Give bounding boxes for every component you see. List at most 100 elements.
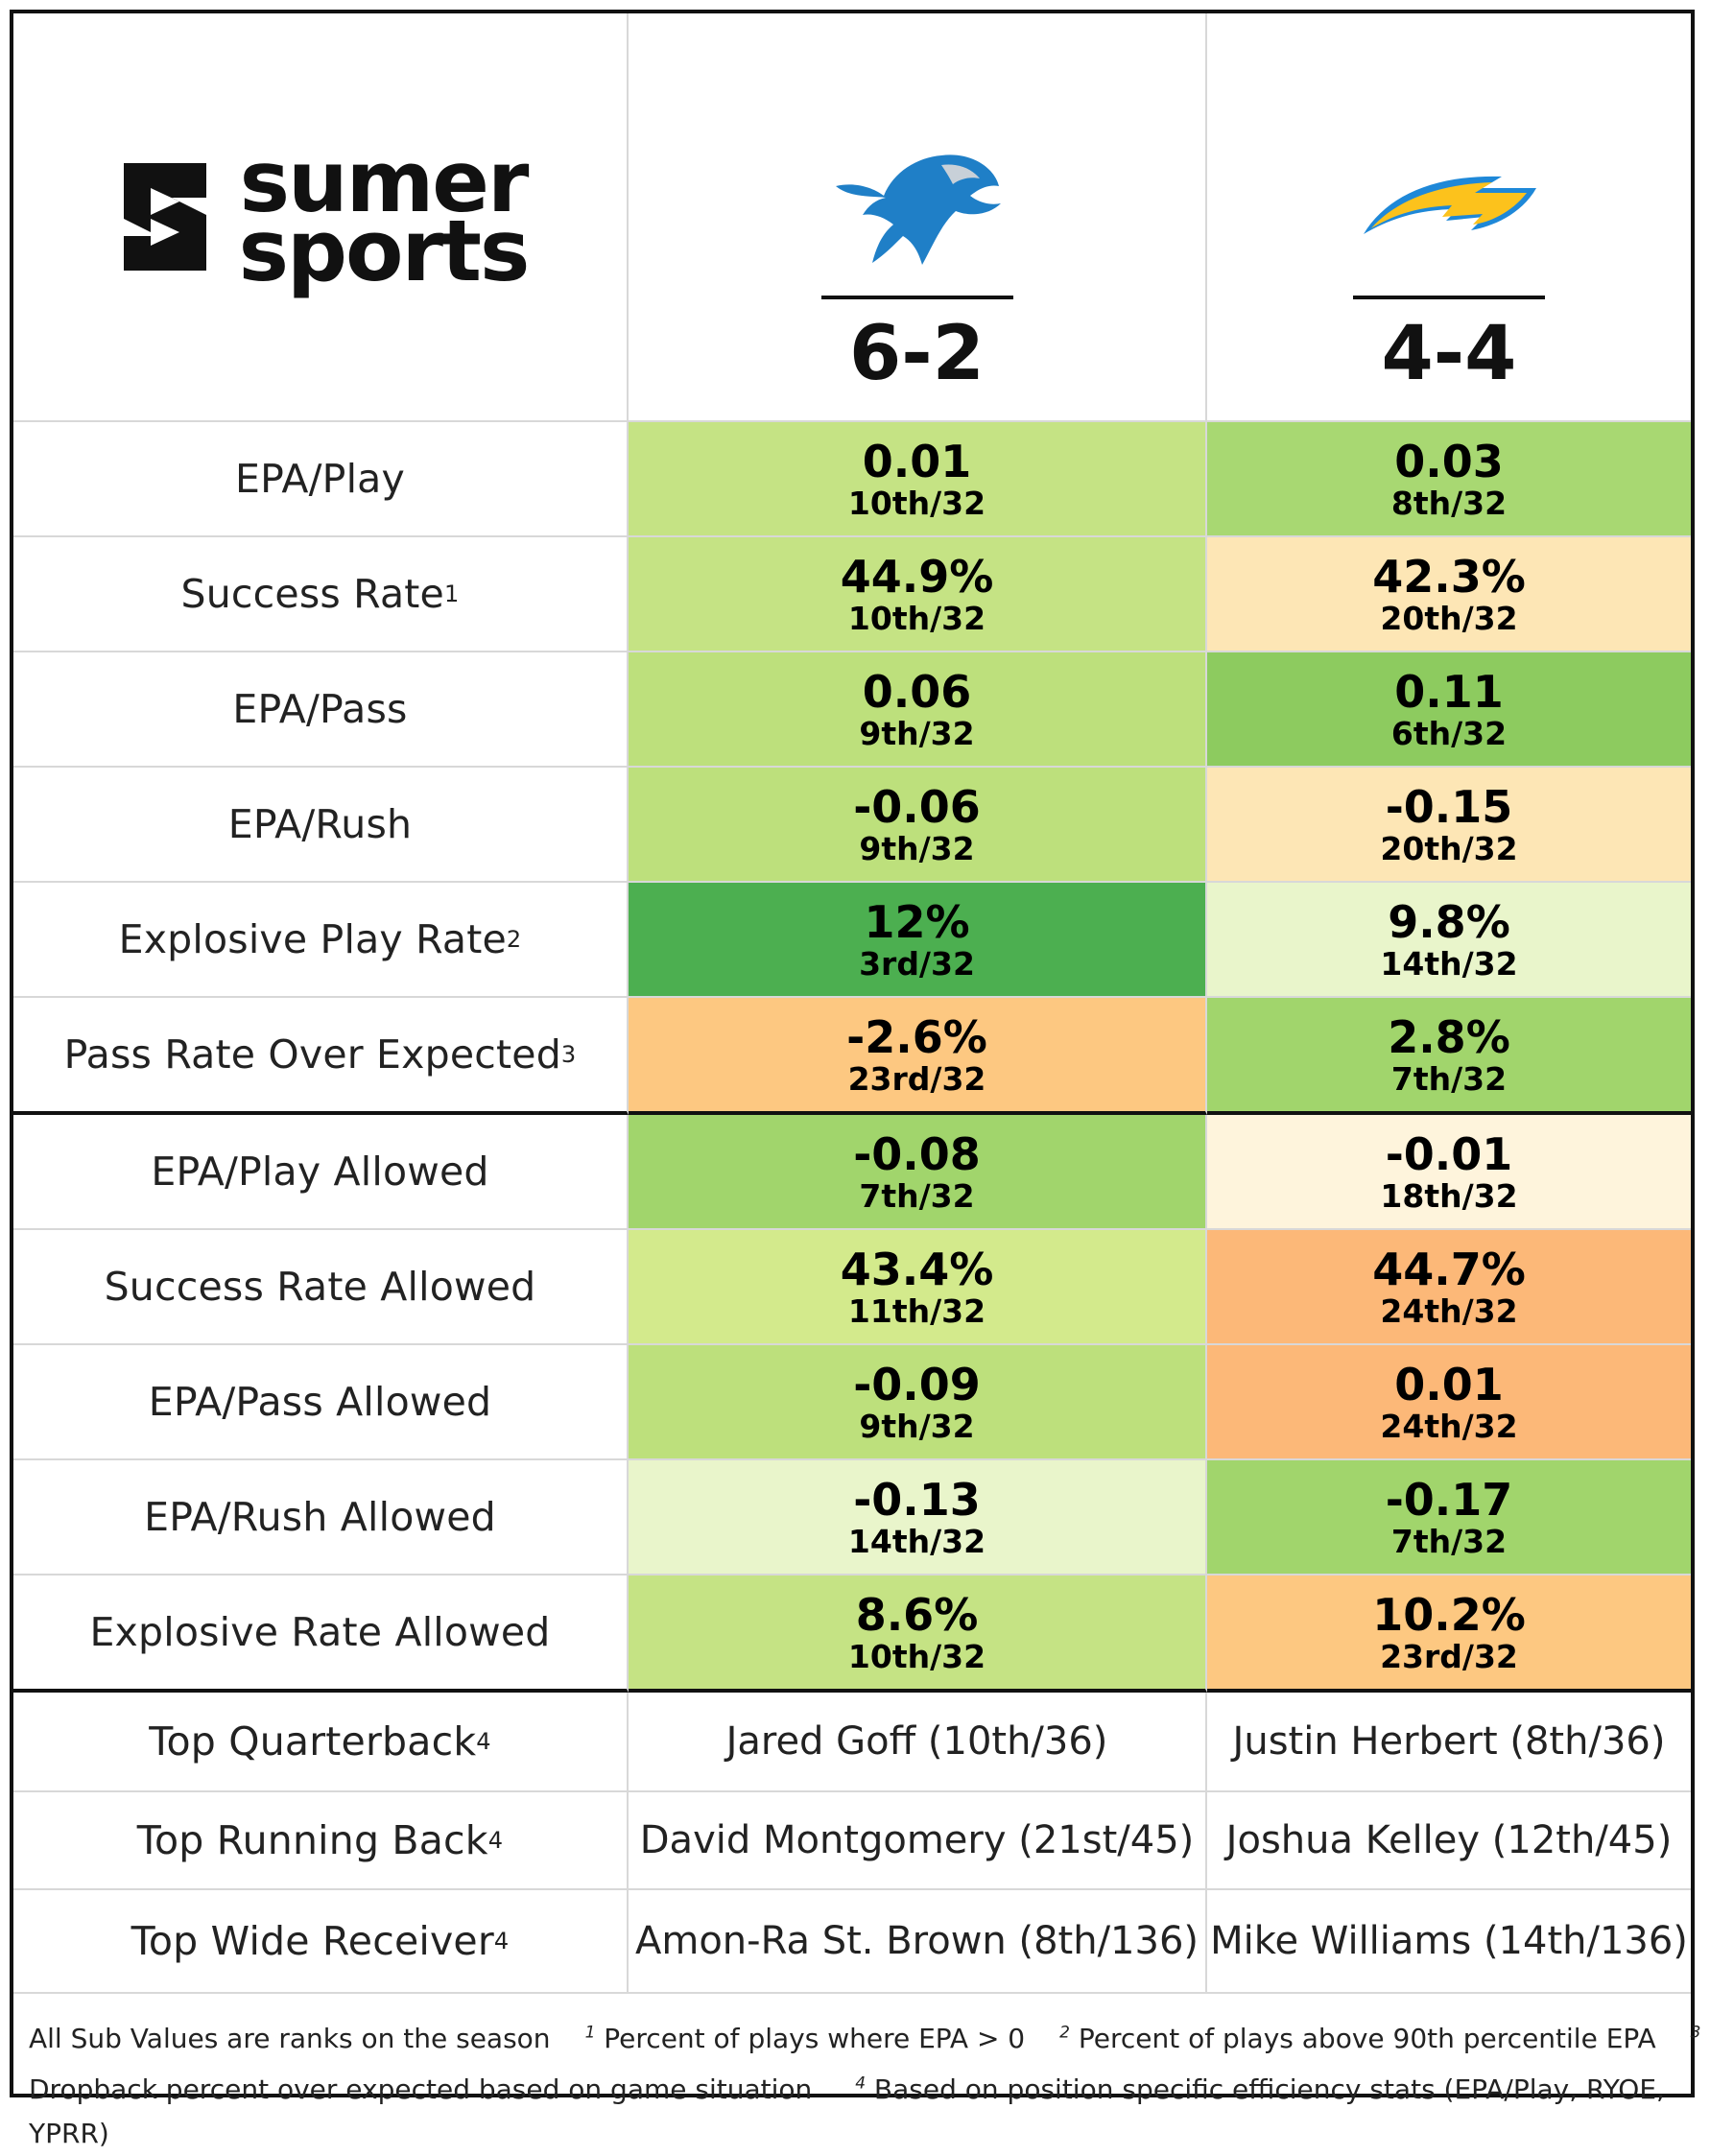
stat-value: 42.3% (1372, 550, 1526, 603)
stat-label: EPA/Rush (13, 768, 629, 883)
stat-value: -0.15 (1385, 780, 1513, 833)
lions-stat-cell: -0.13 14th/32 (629, 1460, 1207, 1576)
chargers-stat-cell: 0.01 24th/32 (1207, 1345, 1691, 1460)
stat-rank: 20th/32 (1380, 599, 1518, 637)
brand-line-2: sports (238, 201, 531, 300)
footnote-1: Percent of plays where EPA > 0 (604, 2023, 1026, 2055)
footnote-3: Dropback percent over expected based on … (29, 2073, 813, 2105)
stat-row: Explosive Rate Allowed 8.6% 10th/32 10.2%… (13, 1576, 1691, 1693)
stat-value: 10.2% (1372, 1588, 1526, 1641)
player-row: Top Running Back 4 David Montgomery (21st… (13, 1792, 1691, 1890)
header-row: sumer sports 6-2 4-4 (13, 13, 1691, 422)
player-row: Top Wide Receiver 4 Amon-Ra St. Brown (8t… (13, 1890, 1691, 1994)
stat-row: Explosive Play Rate 2 12% 3rd/32 9.8% 14th/… (13, 883, 1691, 998)
stat-label: Success Rate 1 (13, 537, 629, 652)
stat-rank: 23rd/32 (847, 1059, 986, 1098)
stat-rank: 18th/32 (1380, 1176, 1518, 1215)
chargers-stat-cell: -0.17 7th/32 (1207, 1460, 1691, 1576)
chargers-stat-cell: 42.3% 20th/32 (1207, 537, 1691, 652)
stat-rank: 8th/32 (1390, 484, 1508, 522)
chargers-player: Justin Herbert (8th/36) (1207, 1693, 1691, 1792)
stat-value: -0.01 (1385, 1127, 1513, 1180)
brand-name: sumer sports (238, 131, 531, 300)
stat-value: 0.01 (862, 435, 972, 487)
footnote-marker: 1 (584, 2024, 596, 2043)
stat-rank: 14th/32 (1380, 944, 1518, 983)
stat-row: EPA/Pass Allowed -0.09 9th/32 0.01 24th/32 (13, 1345, 1691, 1460)
chargers-record: 4-4 (1381, 311, 1517, 397)
stat-label: EPA/Pass (13, 652, 629, 768)
stat-value: -0.13 (853, 1473, 981, 1526)
sumer-sports-logo-icon (123, 163, 206, 271)
stat-label: Explosive Play Rate 2 (13, 883, 629, 998)
stat-value: -2.6% (846, 1010, 987, 1063)
stat-rank: 7th/32 (1390, 1522, 1508, 1560)
stat-label: Pass Rate Over Expected 3 (13, 998, 629, 1115)
chargers-bolt-icon (1364, 176, 1536, 234)
stat-value: 43.4% (840, 1243, 994, 1295)
comparison-table: sumer sports 6-2 4-4 (10, 10, 1700, 2149)
stat-row: EPA/Rush Allowed -0.13 14th/32 -0.17 7th/3… (13, 1460, 1691, 1576)
footnote-2: Percent of plays above 90th percentile E… (1078, 2023, 1656, 2055)
player-row: Top Quarterback 4 Jared Goff (10th/36) Ju… (13, 1693, 1691, 1792)
stat-rank: 10th/32 (847, 1637, 986, 1675)
chargers-stat-cell: -0.15 20th/32 (1207, 768, 1691, 883)
stat-label: EPA/Pass Allowed (13, 1345, 629, 1460)
stat-rank: 7th/32 (859, 1176, 975, 1215)
footnote-intro: All Sub Values are ranks on the season (29, 2023, 551, 2055)
lions-player: David Montgomery (21st/45) (629, 1792, 1207, 1890)
stat-value: 44.9% (840, 550, 994, 603)
footnote-marker: 3 (1690, 2024, 1701, 2043)
chargers-player: Joshua Kelley (12th/45) (1207, 1792, 1691, 1890)
lions-stat-cell: -0.09 9th/32 (629, 1345, 1207, 1460)
stat-value: 0.06 (862, 665, 972, 718)
player-label: Top Quarterback 4 (13, 1693, 629, 1792)
lions-player: Amon-Ra St. Brown (8th/136) (629, 1890, 1207, 1994)
stat-rank: 24th/32 (1380, 1407, 1518, 1445)
lions-record: 6-2 (849, 311, 985, 397)
stat-value: -0.08 (853, 1127, 981, 1180)
lions-player: Jared Goff (10th/36) (629, 1693, 1207, 1792)
stat-value: -0.09 (853, 1358, 981, 1410)
stat-rank: 24th/32 (1380, 1291, 1518, 1330)
stat-rank: 9th/32 (859, 829, 975, 867)
stat-value: 0.11 (1394, 665, 1504, 718)
stat-row: Pass Rate Over Expected 3 -2.6% 23rd/32 2.… (13, 998, 1691, 1115)
stat-label: Explosive Rate Allowed (13, 1576, 629, 1693)
lions-stat-cell: -0.06 9th/32 (629, 768, 1207, 883)
stat-rank: 14th/32 (847, 1522, 986, 1560)
lions-stat-cell: -0.08 7th/32 (629, 1115, 1207, 1230)
stat-row: EPA/Play 0.01 10th/32 0.03 8th/32 (13, 422, 1691, 537)
footnote-marker: 4 (855, 2073, 867, 2094)
stat-rank: 7th/32 (1390, 1059, 1508, 1098)
stat-value: 44.7% (1372, 1243, 1526, 1295)
chargers-player: Mike Williams (14th/136) (1207, 1890, 1691, 1994)
stat-value: 2.8% (1388, 1010, 1510, 1063)
lions-stat-cell: 44.9% 10th/32 (629, 537, 1207, 652)
stat-row: EPA/Play Allowed -0.08 7th/32 -0.01 18th/3… (13, 1115, 1691, 1230)
player-label: Top Running Back 4 (13, 1792, 629, 1890)
chargers-stat-cell: 0.11 6th/32 (1207, 652, 1691, 768)
lions-stat-cell: 12% 3rd/32 (629, 883, 1207, 998)
lions-stat-cell: 8.6% 10th/32 (629, 1576, 1207, 1693)
record-divider (1353, 296, 1545, 299)
footnote-marker: 2 (1059, 2024, 1070, 2043)
stat-rank: 9th/32 (859, 714, 975, 752)
stat-rank: 9th/32 (859, 1407, 975, 1445)
stat-value: 9.8% (1388, 895, 1510, 948)
brand-line-1: sumer (239, 131, 530, 231)
stat-rank: 23rd/32 (1380, 1637, 1518, 1675)
lions-logo-icon (835, 154, 1001, 265)
stat-label: EPA/Play Allowed (13, 1115, 629, 1230)
stat-row: EPA/Rush -0.06 9th/32 -0.15 20th/32 (13, 768, 1691, 883)
stat-value: -0.06 (853, 780, 981, 833)
lions-stat-cell: -2.6% 23rd/32 (629, 998, 1207, 1115)
player-label: Top Wide Receiver 4 (13, 1890, 629, 1994)
stat-rank: 3rd/32 (859, 944, 975, 983)
chargers-stat-cell: -0.01 18th/32 (1207, 1115, 1691, 1230)
lions-stat-cell: 43.4% 11th/32 (629, 1230, 1207, 1345)
chargers-stat-cell: 2.8% 7th/32 (1207, 998, 1691, 1115)
stat-row: EPA/Pass 0.06 9th/32 0.11 6th/32 (13, 652, 1691, 768)
chargers-stat-cell: 9.8% 14th/32 (1207, 883, 1691, 998)
team-header-chargers: 4-4 (1207, 13, 1691, 422)
